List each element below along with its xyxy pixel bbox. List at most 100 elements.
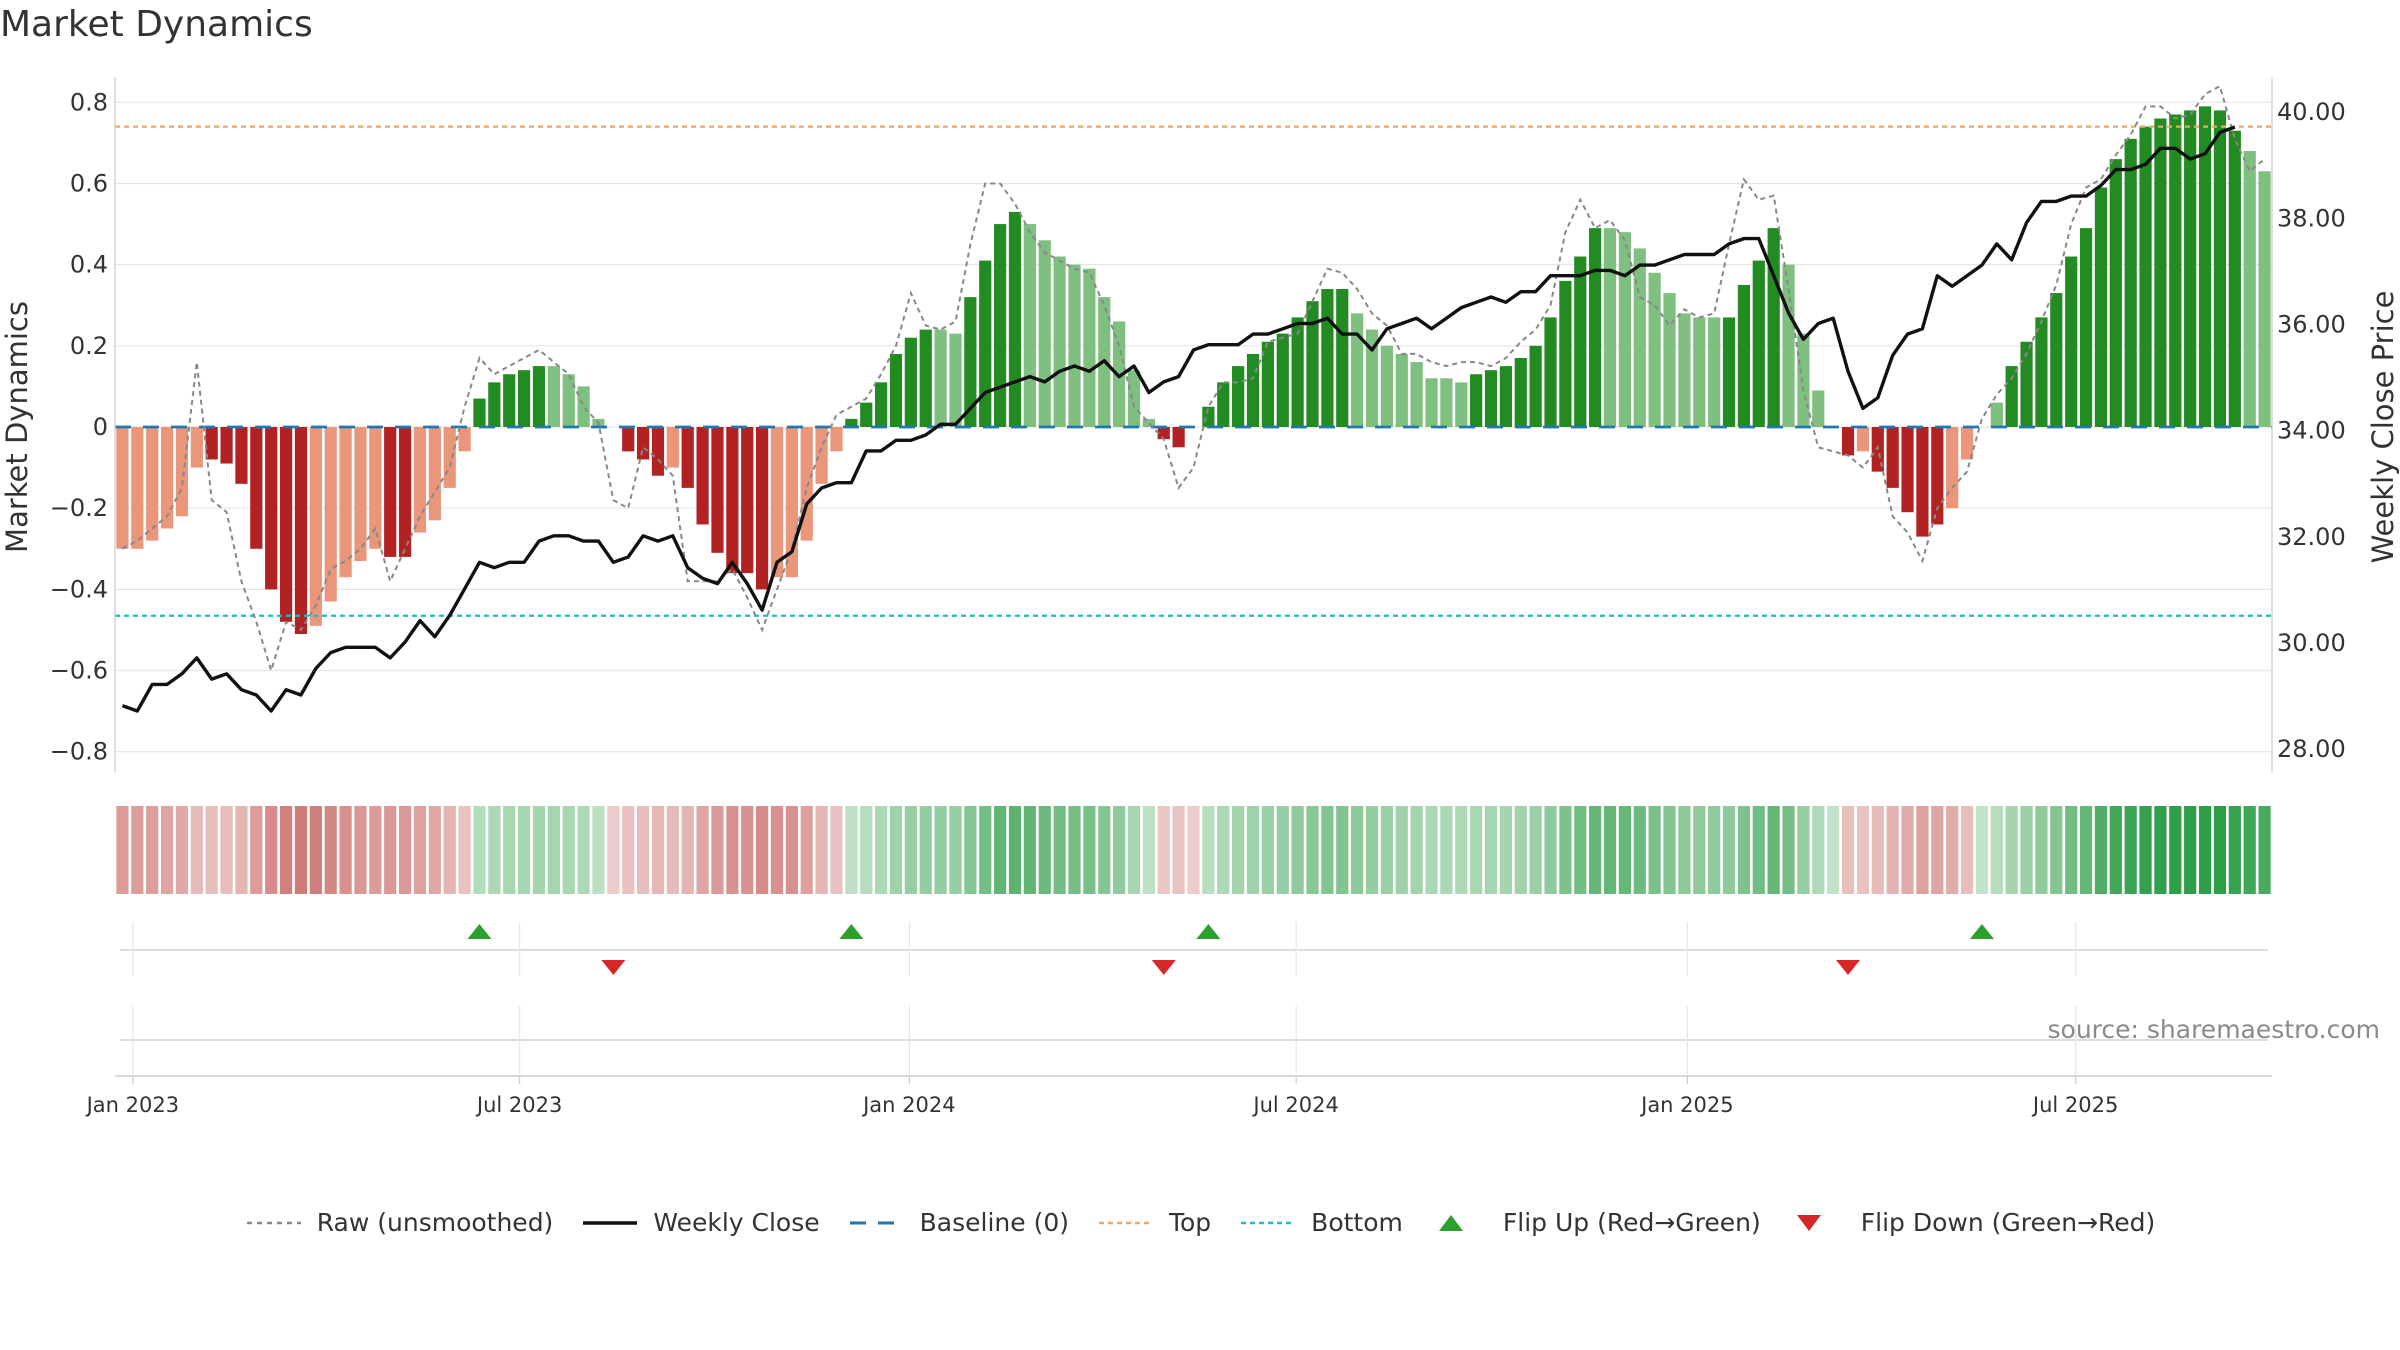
regime-strip-cell (1559, 806, 1572, 894)
regime-strip-cell (2184, 806, 2197, 894)
regime-strip-cell (488, 806, 501, 894)
y-tick-label: −0.6 (50, 657, 108, 685)
dynamics-bar (1678, 313, 1691, 427)
dynamics-bar (949, 333, 962, 427)
dynamics-bar (1574, 256, 1587, 427)
regime-strip-cell (1648, 806, 1661, 894)
dynamics-bar (979, 260, 992, 427)
page-title: Market Dynamics (0, 4, 313, 45)
regime-strip-cell (1946, 806, 1959, 894)
dynamics-bar (1931, 427, 1944, 525)
dynamics-bar (160, 427, 174, 529)
dynamics-bar (235, 427, 248, 484)
legend-item-baseline[interactable]: Baseline (0) (848, 1208, 1069, 1237)
dynamics-bar (1589, 228, 1602, 427)
regime-strip-cell (889, 806, 903, 894)
y-tick-label: 0.2 (70, 332, 108, 360)
regime-strip-cell (860, 806, 873, 894)
dynamics-bar (919, 329, 932, 427)
regime-strip-cell (1276, 806, 1289, 894)
regime-strip-cell (1455, 806, 1468, 894)
dotted-orange-line-icon (1098, 1221, 1153, 1224)
dynamics-bar (1544, 317, 1557, 427)
regime-strip-cell (636, 806, 650, 894)
dynamics-bar (265, 427, 278, 590)
regime-strip-cell (2065, 806, 2078, 894)
dynamics-bar (1663, 293, 1676, 427)
regime-strip-cell (116, 806, 129, 894)
flip-down-marker (601, 960, 626, 975)
dynamics-bar (964, 297, 977, 427)
legend-item-flip-up[interactable]: Flip Up (Red→Green) (1431, 1208, 1761, 1237)
regime-strip-cell (2169, 806, 2182, 894)
regime-strip-cell (1395, 806, 1408, 894)
regime-strip-cell (562, 806, 575, 894)
regime-strip-cell (577, 806, 590, 894)
legend-item-weekly-close[interactable]: Weekly Close (581, 1208, 820, 1237)
regime-strip-cell (1812, 806, 1825, 894)
regime-strip-cell (309, 806, 322, 894)
regime-strip-cell (934, 806, 947, 894)
dynamics-bar (2184, 110, 2197, 427)
legend-label: Top (1168, 1208, 1212, 1237)
grid-layer (115, 101, 2272, 753)
dynamics-bar (1336, 289, 1349, 427)
dynamics-bar (994, 224, 1007, 427)
legend-item-bottom[interactable]: Bottom (1239, 1208, 1403, 1237)
dynamics-bar (1023, 224, 1036, 427)
legend-item-raw[interactable]: Raw (unsmoothed) (245, 1208, 553, 1237)
dynamics-bar (1291, 317, 1304, 427)
regime-strip (116, 806, 2271, 894)
regime-strip-cell (1217, 806, 1230, 894)
regime-strip-cell (875, 806, 888, 894)
regime-strip-cell (2079, 806, 2093, 894)
y-axis-title: Market Dynamics (0, 301, 34, 553)
dynamics-bar (473, 398, 486, 427)
y-tick-label: −0.4 (50, 575, 108, 603)
regime-strip-cell (2035, 806, 2048, 894)
dynamics-bar (1261, 341, 1274, 427)
regime-strip-cell (175, 806, 189, 894)
flip-down-marker (1151, 960, 1176, 975)
regime-strip-cell (666, 806, 679, 894)
dynamics-bar (1455, 382, 1468, 427)
dynamics-bar (636, 427, 650, 460)
regime-strip-cell (1008, 806, 1022, 894)
legend-item-flip-down[interactable]: Flip Down (Green→Red) (1789, 1208, 2156, 1237)
regime-strip-cell (146, 806, 159, 894)
dynamics-bar (428, 427, 441, 521)
legend-item-top[interactable]: Top (1097, 1208, 1211, 1237)
weekly-close-line (121, 125, 2236, 713)
regime-strip-cell (1083, 806, 1096, 894)
dynamics-bar (1693, 317, 1706, 427)
regime-strip-cell (398, 806, 412, 894)
dynamics-bar (250, 427, 263, 549)
dynamics-bar (1395, 353, 1408, 427)
regime-strip-cell (1589, 806, 1602, 894)
legend-label: Flip Down (Green→Red) (1860, 1208, 2156, 1237)
dynamics-bar (443, 427, 456, 488)
regime-strip-cell (845, 806, 858, 894)
dynamics-bar (1901, 427, 1914, 513)
x-axis: Jan 2023 Jul 2023 Jan 2024 Jul 2024 Jan 2025… (85, 1075, 2272, 1117)
regime-strip-cell (1380, 806, 1393, 894)
regime-strip-cell (2154, 806, 2167, 894)
regime-strip-cell (1470, 806, 1483, 894)
dynamics-bar (1886, 427, 1899, 488)
regime-strip-cell (1127, 806, 1141, 894)
dynamics-bar (2243, 151, 2256, 427)
regime-strip-cell (517, 806, 531, 894)
dynamics-bar (1946, 427, 1959, 509)
regime-strip-cell (1901, 806, 1914, 894)
regime-strip-cell (1232, 806, 1245, 894)
dynamics-bar (294, 427, 308, 634)
regime-strip-cell (1871, 806, 1884, 894)
regime-strip-cell (1782, 806, 1795, 894)
regime-strip-cell (250, 806, 263, 894)
regime-strip-cell (458, 806, 471, 894)
y-tick-label: −0.8 (50, 738, 108, 766)
dynamics-bar (220, 427, 233, 464)
x-tick-label: Jan 2024 (861, 1093, 956, 1117)
dynamics-bar (889, 353, 903, 427)
legend-label: Flip Up (Red→Green) (1502, 1208, 1761, 1237)
